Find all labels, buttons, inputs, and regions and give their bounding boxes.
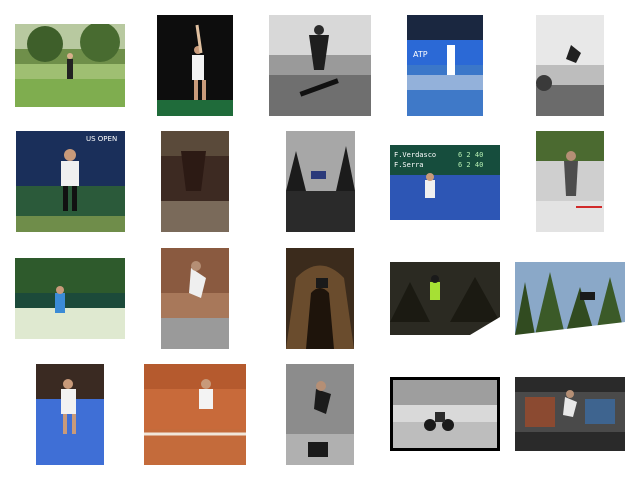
thumbnail-skateboard-bw[interactable] (269, 15, 371, 116)
thumbnail-tennis-clay[interactable] (144, 364, 246, 465)
thumbnail-tennis-scoreboard[interactable]: F.Verdasco F.Serra 6 2 40 6 2 40 (390, 145, 500, 220)
thumbnail-ski-jump[interactable] (390, 262, 500, 335)
thumbnail-skate-barrel[interactable] (286, 364, 354, 465)
thumbnail-skate-street[interactable] (536, 131, 604, 232)
score-player2: F.Serra (394, 161, 424, 169)
thumbnail-skate-graffiti[interactable] (515, 377, 625, 451)
score-value1: 6 2 40 (458, 151, 483, 159)
thumbnail-skate-trees-night[interactable] (286, 131, 355, 232)
thumbnail-skate-wall[interactable] (161, 248, 229, 349)
thumbnail-skateboard-sky[interactable] (536, 15, 604, 116)
thumbnail-tennis-net-banner[interactable]: ATP (407, 15, 483, 116)
banner-text-us-open: US OPEN (86, 135, 117, 143)
banner-text: ATP (413, 50, 428, 59)
score-player1: F.Verdasco (394, 151, 436, 159)
thumbnail-tennis-backhand[interactable]: US OPEN (16, 131, 125, 232)
thumbnail-skate-low-angle[interactable] (161, 131, 229, 232)
thumbnail-tennis-serve-night[interactable] (157, 15, 233, 116)
thumbnail-tennis-blue-court[interactable] (36, 364, 104, 465)
thumbnail-tennis-park[interactable] (15, 24, 125, 107)
thumbnail-motocross-bw[interactable] (390, 377, 500, 451)
score-value2: 6 2 40 (458, 161, 483, 169)
thumbnail-skate-ramp-tunnel[interactable] (286, 248, 354, 349)
thumbnail-tennis-grass[interactable] (15, 258, 125, 339)
thumbnail-snowboard-forest[interactable] (515, 262, 625, 335)
